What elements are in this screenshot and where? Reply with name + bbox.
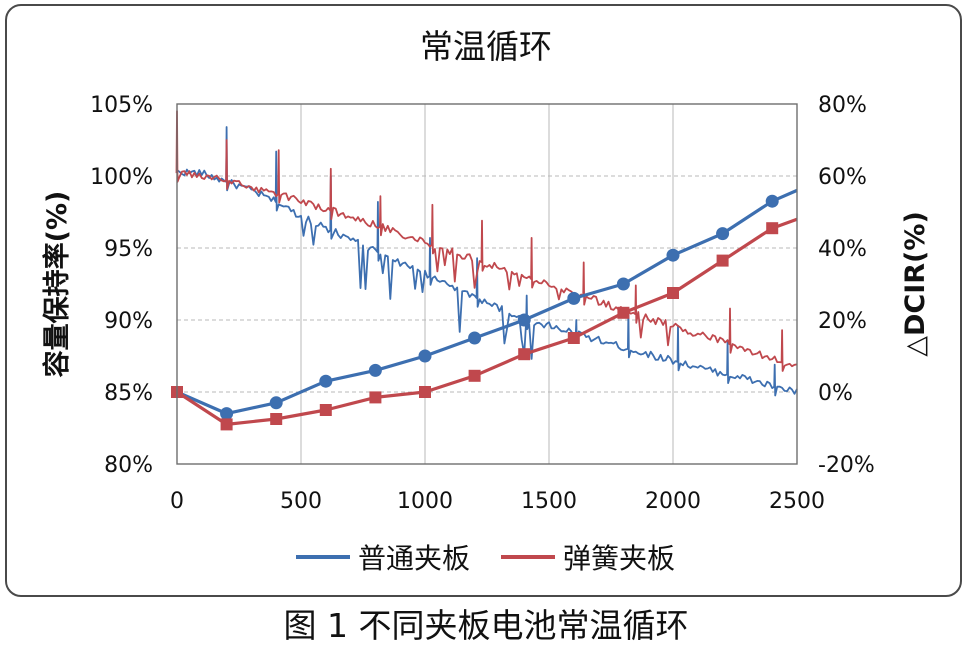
y2-tick-label: 80% [818, 93, 867, 118]
data-point-dcir-ordinary [765, 194, 779, 208]
x-axis-ticks: 0 500 1000 1500 2000 2500 [170, 489, 825, 514]
data-point-dcir-spring [220, 418, 233, 431]
data-point-dcir-ordinary [220, 407, 234, 421]
y2-tick-label: 60% [818, 165, 867, 190]
data-point-dcir-ordinary [269, 396, 283, 410]
x-tick-label: 1500 [521, 489, 577, 514]
data-point-dcir-ordinary [567, 291, 581, 305]
data-point-dcir-spring [468, 369, 481, 382]
y-tick-label: 90% [104, 309, 153, 334]
legend: 普通夹板 弹簧夹板 [296, 542, 675, 575]
y2-tick-label: 0% [818, 381, 853, 406]
y-tick-label: 95% [104, 237, 153, 262]
y-tick-label: 105% [90, 93, 153, 118]
data-point-dcir-ordinary [616, 277, 630, 291]
legend-label-spring: 弹簧夹板 [563, 542, 675, 575]
data-point-dcir-spring [319, 404, 332, 416]
chart-title: 常温循环 [420, 27, 552, 66]
y2-axis-ticks: -20% 0% 20% 40% 60% 80% [818, 93, 875, 478]
data-point-dcir-spring [270, 413, 283, 425]
data-point-dcir-spring [369, 391, 382, 404]
data-point-dcir-ordinary [418, 349, 432, 363]
y-axis-label: 容量保持率(%) [41, 191, 73, 378]
data-point-dcir-ordinary [468, 331, 482, 345]
series-line-dcir-ordinary [176, 188, 798, 416]
grid-lines [177, 104, 797, 464]
data-point-dcir-spring [766, 222, 779, 235]
data-point-dcir-ordinary [716, 227, 730, 241]
data-point-dcir-ordinary [517, 313, 531, 327]
series-line-capacity-ordinary [176, 126, 798, 397]
legend-label-ordinary: 普通夹板 [358, 542, 470, 575]
y2-tick-label: -20% [818, 453, 875, 478]
y-tick-label: 100% [90, 165, 153, 190]
y2-tick-label: 20% [818, 309, 867, 334]
data-point-dcir-spring [518, 348, 531, 361]
series-line-capacity-spring [175, 110, 798, 372]
figure-caption: 图 1 不同夹板电池常温循环 [283, 606, 689, 645]
x-tick-label: 2000 [645, 489, 701, 514]
data-point-dcir-spring [567, 332, 580, 344]
series-line-dcir-spring [176, 217, 798, 426]
series-layer [171, 110, 798, 431]
y-axis-ticks: 80% 85% 90% 95% 100% 105% [90, 93, 153, 478]
data-point-dcir-spring [419, 386, 431, 398]
x-tick-label: 0 [170, 489, 184, 514]
x-tick-label: 1000 [397, 489, 453, 514]
plot-area-border [176, 103, 798, 465]
y-tick-label: 80% [104, 453, 153, 478]
data-point-dcir-spring [667, 287, 679, 299]
data-point-dcir-ordinary [368, 363, 382, 377]
y-tick-label: 85% [104, 381, 153, 406]
x-tick-label: 500 [280, 489, 322, 514]
data-point-dcir-ordinary [319, 374, 333, 388]
data-point-dcir-ordinary [666, 248, 680, 262]
chart: 常温循环 0 500 1000 1500 2000 2500 80% 85% 90% 95% 10… [41, 27, 931, 575]
y2-axis-label: △DCIR(%) [900, 211, 931, 357]
x-tick-label: 2500 [769, 489, 825, 514]
y2-tick-label: 40% [818, 237, 867, 262]
data-point-dcir-spring [617, 306, 630, 319]
data-point-dcir-spring [716, 254, 729, 267]
